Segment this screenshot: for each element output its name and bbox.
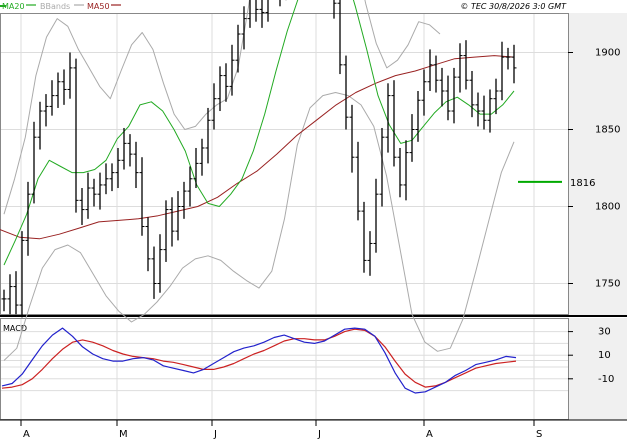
macd-panel [0,318,569,420]
month-label: J [317,429,321,440]
macd-title: MACD [3,324,27,333]
month-label: A [426,429,433,440]
macd-line [1,327,517,394]
price-tick-label: 1800 [595,202,620,213]
price-panel [0,13,569,315]
price-axis-background [569,13,627,315]
month-label: A [23,429,30,440]
support-label: 1816 [570,178,595,189]
price-tick-label: 1850 [595,125,620,136]
legend-bbands-label: BBands [40,2,70,11]
bbands-upper-line [3,0,441,215]
month-label: S [536,429,542,440]
copyright-notice: © TEC 30/8/2026 3:0 GMT [460,2,567,11]
legend-ma50-label: MA50 [87,2,110,11]
ma50-line [0,55,515,240]
macd-tick-label: -10 [598,374,614,385]
macd-tick-label: 30 [598,327,611,338]
ma20-line [3,0,515,266]
legend-ma20-label: MA20 [2,2,25,11]
month-label: M [119,429,128,440]
bbands-lower-line [3,92,515,361]
macd-signal-line [1,328,517,389]
macd-axis-background [569,318,627,420]
macd-tick-label: 10 [598,350,611,361]
price-tick-label: 1900 [595,48,620,59]
month-label: J [213,429,217,440]
price-tick-label: 1750 [595,279,620,290]
